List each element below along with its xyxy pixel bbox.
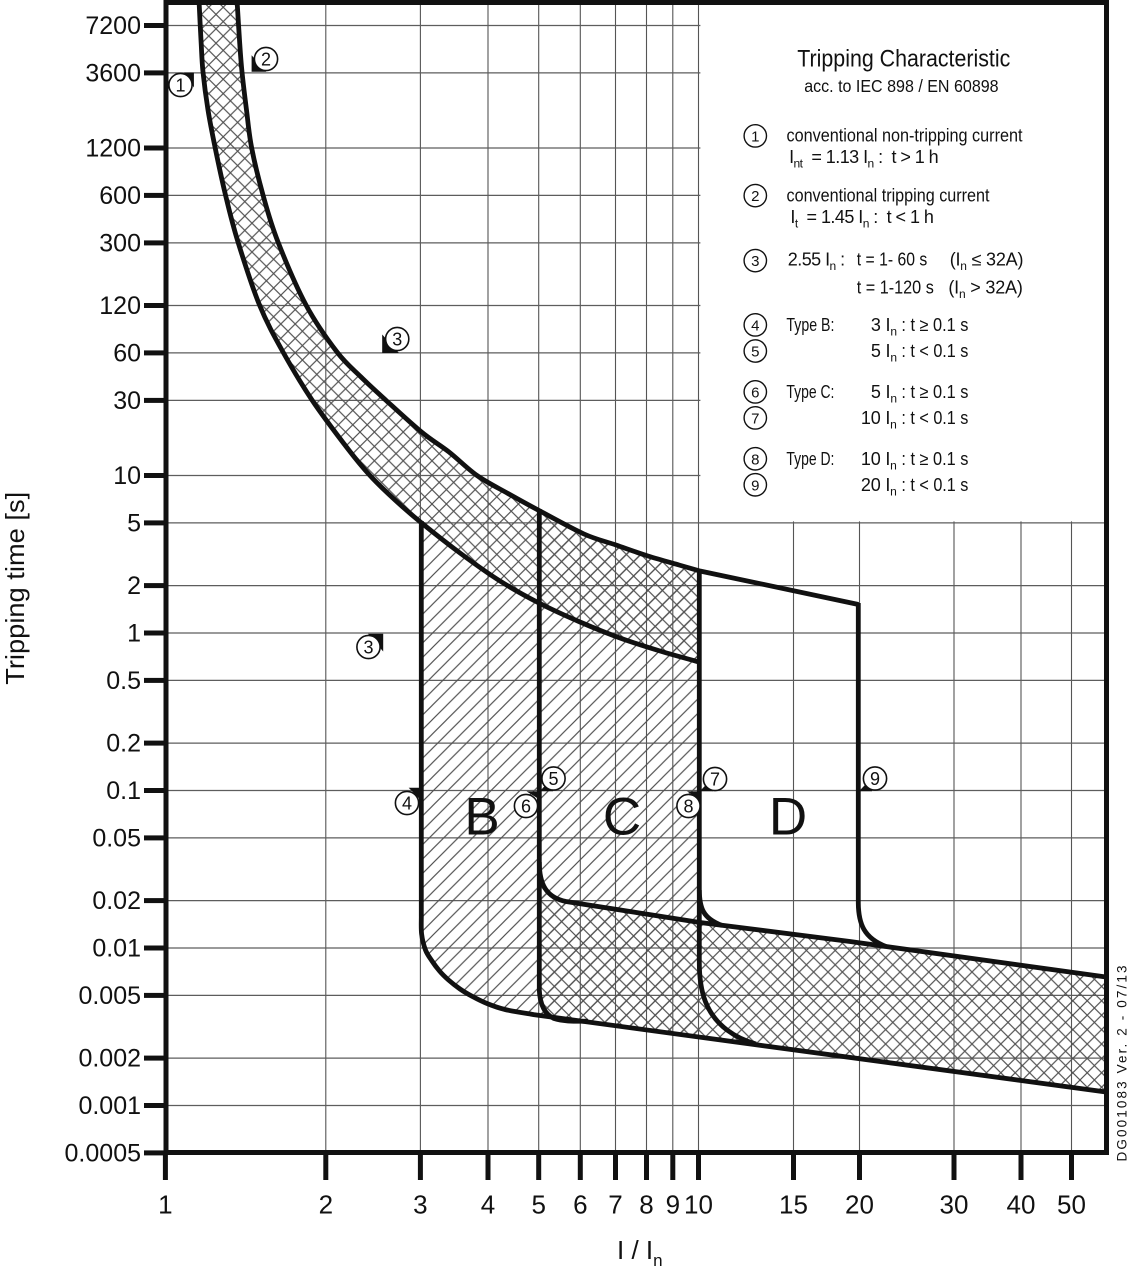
svg-text:0.5: 0.5 xyxy=(106,667,141,695)
svg-text:0.0005: 0.0005 xyxy=(65,1139,141,1167)
svg-text:0.005: 0.005 xyxy=(78,982,141,1010)
svg-text:conventional tripping current: conventional tripping current xyxy=(787,185,990,205)
svg-text:: t ≥ 0.1 s: : t ≥ 0.1 s xyxy=(901,449,968,469)
svg-text:3: 3 xyxy=(392,330,402,350)
svg-text:Tripping time [s]: Tripping time [s] xyxy=(0,492,30,685)
svg-text:10: 10 xyxy=(684,1190,713,1220)
svg-text:Type B:: Type B: xyxy=(786,315,834,335)
svg-text:15: 15 xyxy=(779,1190,808,1220)
svg-text:DG001083 Ver. 2 - 07/13: DG001083 Ver. 2 - 07/13 xyxy=(1115,966,1130,1162)
svg-text:t = 1-120 s: t = 1-120 s xyxy=(857,277,934,297)
svg-text:1: 1 xyxy=(127,620,141,648)
svg-text:4: 4 xyxy=(751,317,759,334)
svg-text:: t < 0.1 s: : t < 0.1 s xyxy=(901,408,968,428)
svg-text:30: 30 xyxy=(113,387,141,415)
svg-text:50: 50 xyxy=(1057,1190,1086,1220)
svg-text:: t < 0.1 s: : t < 0.1 s xyxy=(901,475,968,495)
svg-text:9: 9 xyxy=(666,1190,680,1220)
svg-text:0.1: 0.1 xyxy=(106,777,141,805)
svg-text:5: 5 xyxy=(548,769,558,789)
svg-text:2: 2 xyxy=(261,50,271,70)
svg-text:0.05: 0.05 xyxy=(92,824,141,852)
svg-text:3: 3 xyxy=(413,1190,427,1220)
svg-text:: t < 0.1 s: : t < 0.1 s xyxy=(901,341,968,361)
svg-text:C: C xyxy=(603,788,641,847)
svg-text:5: 5 xyxy=(127,509,141,537)
svg-text:7200: 7200 xyxy=(85,12,141,40)
svg-text:8: 8 xyxy=(639,1190,653,1220)
svg-text:: t ≥ 0.1 s: : t ≥ 0.1 s xyxy=(901,315,968,335)
svg-text:0.2: 0.2 xyxy=(106,730,141,758)
svg-text:6: 6 xyxy=(751,384,759,401)
svg-text:9: 9 xyxy=(870,769,880,789)
svg-text:1200: 1200 xyxy=(85,135,141,163)
svg-text:D: D xyxy=(769,788,807,847)
svg-text:Tripping Characteristic: Tripping Characteristic xyxy=(797,46,1010,73)
svg-text:8: 8 xyxy=(751,451,759,468)
svg-text:4: 4 xyxy=(402,794,412,814)
svg-text:0.002: 0.002 xyxy=(78,1045,141,1073)
svg-text:10: 10 xyxy=(113,462,141,490)
svg-text:5: 5 xyxy=(751,344,759,361)
svg-text:: t ≥ 0.1 s: : t ≥ 0.1 s xyxy=(901,382,968,402)
svg-text:2.55 In​ :: 2.55 In​ : xyxy=(788,250,845,274)
svg-text:0.01: 0.01 xyxy=(92,935,141,963)
svg-text:1: 1 xyxy=(175,76,185,96)
svg-text:3600: 3600 xyxy=(85,59,141,87)
svg-text:6: 6 xyxy=(521,797,531,817)
svg-text:B: B xyxy=(464,788,499,847)
svg-text:8: 8 xyxy=(683,797,693,817)
svg-text:7: 7 xyxy=(608,1190,622,1220)
svg-text:20: 20 xyxy=(845,1190,874,1220)
svg-text:300: 300 xyxy=(99,229,141,257)
svg-text:3: 3 xyxy=(751,253,759,270)
svg-text:2: 2 xyxy=(751,188,759,205)
svg-text:conventional non-tripping curr: conventional non-tripping current xyxy=(787,126,1023,146)
svg-text:0.02: 0.02 xyxy=(92,887,141,915)
svg-text:2: 2 xyxy=(127,572,141,600)
svg-text:9: 9 xyxy=(751,477,759,494)
svg-text:6: 6 xyxy=(573,1190,587,1220)
svg-text:1: 1 xyxy=(158,1190,172,1220)
svg-text:Type C:: Type C: xyxy=(786,382,834,402)
svg-text:30: 30 xyxy=(940,1190,969,1220)
svg-text:2: 2 xyxy=(319,1190,333,1220)
svg-text:(In​ ≤ 32A): (In​ ≤ 32A) xyxy=(950,250,1024,274)
svg-text:0.001: 0.001 xyxy=(78,1092,141,1120)
svg-text:Int​ = 1.13 In​ : t > 1 h: Int​ = 1.13 In​ : t > 1 h xyxy=(789,147,938,171)
svg-text:t = 1- 60 s: t = 1- 60 s xyxy=(857,250,927,270)
svg-text:acc. to IEC 898 / EN 60898: acc. to IEC 898 / EN 60898 xyxy=(804,76,998,96)
svg-text:600: 600 xyxy=(99,182,141,210)
svg-text:120: 120 xyxy=(99,292,141,320)
svg-text:3: 3 xyxy=(363,638,373,658)
svg-text:40: 40 xyxy=(1007,1190,1036,1220)
svg-text:1: 1 xyxy=(751,128,759,145)
svg-text:7: 7 xyxy=(751,410,759,427)
svg-text:Type D:: Type D: xyxy=(786,449,834,469)
svg-text:7: 7 xyxy=(710,770,720,790)
svg-text:5: 5 xyxy=(531,1190,545,1220)
svg-text:4: 4 xyxy=(481,1190,495,1220)
svg-text:It​ = 1.45 In​ : t < 1 h: It​ = 1.45 In​ : t < 1 h xyxy=(790,207,933,231)
svg-text:I / In: I / In xyxy=(617,1235,663,1270)
svg-text:(In​ > 32A): (In​ > 32A) xyxy=(948,277,1022,301)
svg-text:60: 60 xyxy=(113,339,141,367)
